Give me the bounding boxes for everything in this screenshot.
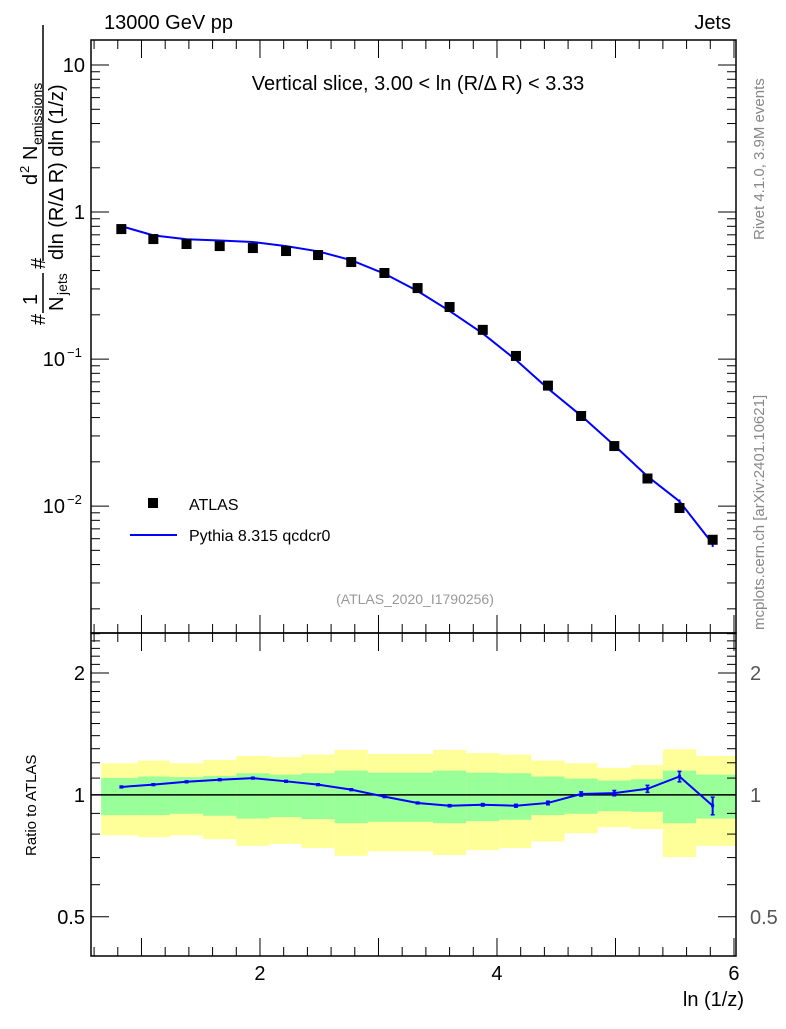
inner-band-bin <box>236 773 270 819</box>
pythia-ratio-point <box>316 783 320 787</box>
pythia-ratio-point <box>349 788 353 792</box>
mcplots-label: mcplots.cern.ch [arXiv:2401.10621] <box>751 395 768 630</box>
ratio-y-label: Ratio to ATLAS <box>23 755 40 856</box>
pythia-ratio-point <box>119 785 123 789</box>
ratio-y-tick-label-right: 2 <box>750 663 761 685</box>
atlas-point <box>477 324 488 335</box>
rivet-label: Rivet 4.1.0, 3.9M events <box>751 78 768 240</box>
atlas-point <box>281 246 292 257</box>
inner-band-bin <box>531 776 565 816</box>
svg-text:mcplots.cern.ch [arXiv:2401.10: mcplots.cern.ch [arXiv:2401.10621] <box>751 395 768 630</box>
inner-band-bin <box>466 772 500 822</box>
legend-atlas-marker <box>148 498 158 508</box>
header-left: 13000 GeV pp <box>104 12 233 34</box>
pythia-ratio-point <box>579 792 583 796</box>
atlas-point <box>707 534 718 545</box>
pythia-ratio-point <box>514 804 518 808</box>
atlas-point <box>247 243 258 254</box>
atlas-point <box>116 224 127 235</box>
ratio-y-tick-label-right: 1 <box>750 785 761 807</box>
legend: ATLAS Pythia 8.315 qcdcr0 <box>130 497 331 545</box>
atlas-point <box>674 503 685 514</box>
atlas-point <box>510 350 521 361</box>
svg-text:#: # <box>28 257 50 269</box>
inner-band-bin <box>137 776 170 816</box>
pythia-ratio-point <box>448 804 452 808</box>
pythia-ratio-point <box>218 778 222 782</box>
svg-text:N: N <box>46 297 68 311</box>
y-tick-label: 10 <box>43 496 65 518</box>
x-tick-label: 6 <box>728 963 739 985</box>
svg-text:jets: jets <box>54 273 70 296</box>
main-plot <box>116 224 718 547</box>
svg-text:N: N <box>20 146 42 160</box>
atlas-point <box>412 283 423 294</box>
ratio-bands <box>91 749 736 858</box>
pythia-ratio-point <box>251 776 255 780</box>
pythia-ratio-point <box>481 803 485 807</box>
pythia-ratio-point <box>382 795 386 799</box>
atlas-point <box>181 239 192 250</box>
inner-band-bin <box>101 777 138 816</box>
main-frame <box>90 39 737 634</box>
y-tick-label: 10 <box>63 55 85 77</box>
pythia-ratio-point <box>546 801 550 805</box>
pythia-ratio-point <box>284 779 288 783</box>
atlas-point <box>214 241 225 252</box>
inner-band-bin <box>400 772 433 822</box>
svg-text:Ratio to ATLAS: Ratio to ATLAS <box>23 755 40 856</box>
pythia-ratio-point <box>151 783 155 787</box>
atlas-point <box>346 257 357 268</box>
inner-band-bin <box>301 773 335 820</box>
atlas-point <box>148 234 159 245</box>
main-title: Vertical slice, 3.00 < ln (R/Δ R) < 3.33 <box>252 73 584 95</box>
svg-text:dln (R/Δ R) dln (1/z): dln (R/Δ R) dln (1/z) <box>46 84 68 260</box>
atlas-point <box>313 250 324 261</box>
x-tick-label: 4 <box>491 963 502 985</box>
y-tick-label: 1 <box>74 202 85 224</box>
pythia-ratio-point <box>416 801 420 805</box>
y-tick-label: 10 <box>43 349 65 371</box>
atlas-point <box>576 410 587 421</box>
atlas-point <box>444 302 455 313</box>
pythia-ratio-point <box>677 774 681 778</box>
atlas-point <box>642 473 653 484</box>
atlas-point <box>609 441 620 452</box>
inner-band-bin <box>499 773 532 820</box>
svg-text:2: 2 <box>17 166 32 173</box>
ratio-plot <box>119 770 715 816</box>
watermark: (ATLAS_2020_I1790256) <box>336 591 494 607</box>
main-y-label: # 1 N jets # d 2 N emissions dln (R/Δ R)… <box>17 25 70 325</box>
ratio-y-tick-label-right: 0.5 <box>750 907 778 929</box>
svg-text:1: 1 <box>20 294 42 305</box>
inner-band-bin <box>334 770 368 824</box>
ratio-y-tick-label: 1 <box>74 785 85 807</box>
svg-text:Rivet 4.1.0, 3.9M events: Rivet 4.1.0, 3.9M events <box>751 78 768 240</box>
header-right: Jets <box>694 12 731 34</box>
x-axis-label: ln (1/z) <box>683 989 744 1011</box>
inner-band-bin <box>432 770 467 824</box>
inner-band-bin <box>203 775 237 816</box>
svg-text:d: d <box>20 174 42 185</box>
legend-atlas-label: ATLAS <box>189 497 239 514</box>
legend-pythia-label: Pythia 8.315 qcdcr0 <box>189 528 331 545</box>
atlas-point <box>542 380 553 391</box>
x-tick-label: 2 <box>254 963 265 985</box>
svg-text:#: # <box>28 313 50 325</box>
y-tick-exponent: −1 <box>67 345 82 360</box>
ratio-y-tick-label: 0.5 <box>57 907 85 929</box>
pythia-ratio-point <box>645 787 649 791</box>
ratio-y-tick-label: 2 <box>74 663 85 685</box>
pythia-ratio-point <box>711 804 715 808</box>
pythia-ratio-point <box>612 791 616 795</box>
atlas-point <box>379 267 390 278</box>
svg-text:emissions: emissions <box>29 83 45 145</box>
y-tick-exponent: −2 <box>67 492 82 507</box>
pythia-ratio-point <box>185 780 189 784</box>
